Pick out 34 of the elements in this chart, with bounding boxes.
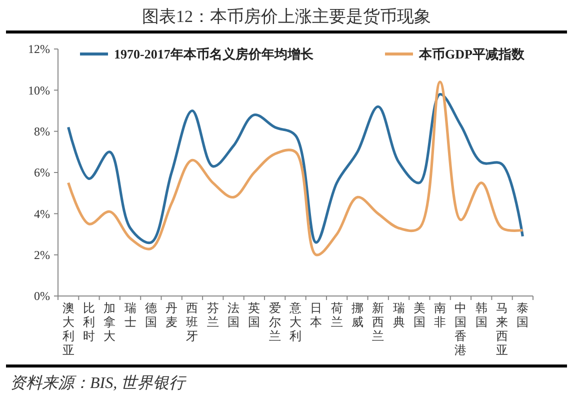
x-tick-label: 日本 bbox=[310, 301, 322, 329]
x-tick-label: 泰国 bbox=[516, 301, 529, 329]
x-tick-label: 芬兰 bbox=[206, 301, 219, 329]
x-tick-label: 爱尔兰 bbox=[268, 301, 281, 343]
x-tick-label: 挪威 bbox=[351, 301, 364, 329]
x-tick-label: 瑞典 bbox=[392, 301, 405, 329]
x-tick-label: 韩国 bbox=[475, 301, 488, 329]
legend-label: 本币GDP平减指数 bbox=[418, 46, 526, 62]
chart-title: 图表12：本币房价上涨主要是货币现象 bbox=[142, 7, 431, 26]
x-tick-label: 荷兰 bbox=[330, 301, 343, 329]
x-tick-label: 丹麦 bbox=[166, 301, 178, 329]
text: 资料来源：BIS, 世界银行 bbox=[10, 374, 188, 392]
y-tick-label: 12% bbox=[28, 42, 50, 56]
x-tick-label: 马来西亚 bbox=[496, 301, 508, 357]
x-tick-label: 德国 bbox=[144, 301, 157, 329]
y-tick-label: 6% bbox=[34, 166, 50, 180]
x-tick-label: 瑞士 bbox=[124, 301, 136, 329]
x-tick-label: 加拿大 bbox=[104, 301, 116, 343]
x-tick-label: 美国 bbox=[413, 301, 426, 329]
y-tick-label: 4% bbox=[34, 206, 50, 221]
x-tick-label: 法国 bbox=[228, 301, 240, 329]
y-tick-label: 8% bbox=[34, 124, 50, 139]
x-tick-label: 意大利 bbox=[288, 301, 302, 343]
y-tick-label: 2% bbox=[34, 248, 50, 262]
y-tick-label: 0% bbox=[34, 289, 50, 304]
x-tick-label: 英国 bbox=[248, 301, 260, 329]
x-tick-label: 南非 bbox=[434, 301, 446, 329]
x-tick-label: 比利时 bbox=[82, 301, 95, 343]
y-tick-label: 10% bbox=[28, 83, 50, 98]
x-tick-label: 新西兰 bbox=[372, 301, 384, 343]
legend-label: 1970-2017年本币名义房价年均增长 bbox=[114, 46, 314, 62]
x-tick-label: 中国香港 bbox=[454, 301, 467, 357]
x-tick-label: 澳大利亚 bbox=[62, 301, 74, 357]
x-tick-label: 西班牙 bbox=[186, 301, 198, 343]
